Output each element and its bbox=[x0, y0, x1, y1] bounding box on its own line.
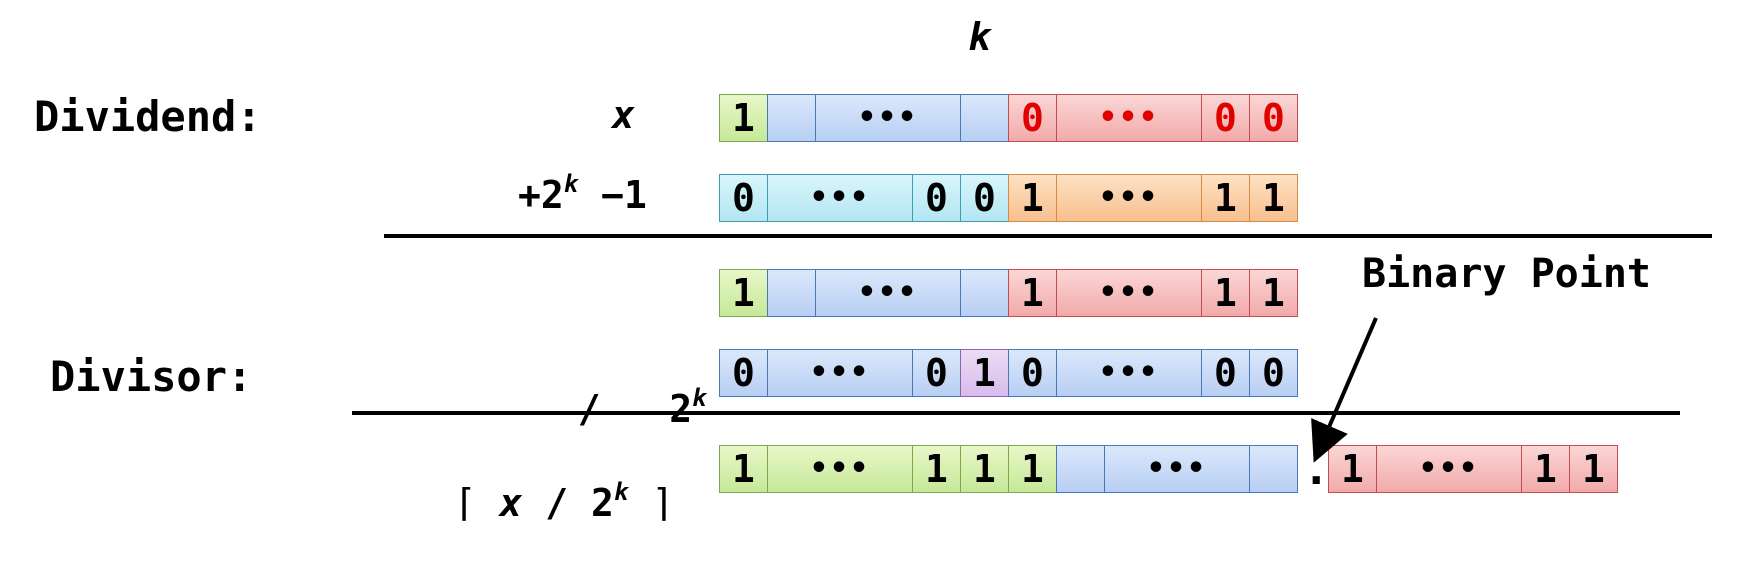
r5-frac-cell: 1 bbox=[1521, 445, 1570, 493]
k-label: k bbox=[968, 15, 991, 59]
r3-cell: ••• bbox=[815, 269, 961, 317]
r5-frac-cell: ••• bbox=[1376, 445, 1522, 493]
plus-2k-minus-1-label: +2k −1 bbox=[518, 172, 647, 217]
r5-cell: ••• bbox=[1104, 445, 1250, 493]
binary-point-label: Binary Point bbox=[1362, 251, 1651, 297]
r5-cell bbox=[1056, 445, 1105, 493]
r3-cell bbox=[960, 269, 1009, 317]
ceil-mid: / 2 bbox=[522, 481, 614, 525]
r2-cell: ••• bbox=[1056, 174, 1202, 222]
r3-cell bbox=[767, 269, 816, 317]
r4-cell: ••• bbox=[1056, 349, 1202, 397]
minus-1-text: −1 bbox=[578, 173, 647, 217]
plus-2-text: +2 bbox=[518, 173, 564, 217]
ceil-x: x bbox=[499, 481, 523, 525]
r3-cell: ••• bbox=[1056, 269, 1202, 317]
r4-cell: 1 bbox=[960, 349, 1009, 397]
r2-cell: 1 bbox=[1201, 174, 1250, 222]
r1-cell: ••• bbox=[815, 94, 961, 142]
ceil-close: ⌉ bbox=[628, 481, 675, 525]
r5-cell: 1 bbox=[960, 445, 1009, 493]
r4-cell: 0 bbox=[1008, 349, 1057, 397]
divide-2-text: / 2 bbox=[577, 387, 693, 431]
r4-cell: ••• bbox=[767, 349, 913, 397]
r4-cell: 0 bbox=[912, 349, 961, 397]
r2-cell: 1 bbox=[1008, 174, 1057, 222]
r3-cell: 1 bbox=[1008, 269, 1057, 317]
r1-cell: 1 bbox=[719, 94, 768, 142]
r4-cell: 0 bbox=[1249, 349, 1298, 397]
r4-cell: 0 bbox=[1201, 349, 1250, 397]
r5-cell: 1 bbox=[912, 445, 961, 493]
x-label: x bbox=[612, 93, 635, 137]
binary-point-dot: . bbox=[1303, 444, 1330, 495]
division-rule bbox=[352, 411, 1680, 415]
exp-k: k bbox=[692, 384, 707, 412]
r3-cell: 1 bbox=[1249, 269, 1298, 317]
r1-cell: 0 bbox=[1008, 94, 1057, 142]
r1-cell: 0 bbox=[1249, 94, 1298, 142]
r2-cell: ••• bbox=[767, 174, 913, 222]
r5-cell: 1 bbox=[719, 445, 768, 493]
r5-frac-cell: 1 bbox=[1569, 445, 1618, 493]
r5-cell: 1 bbox=[1008, 445, 1057, 493]
r1-cell: ••• bbox=[1056, 94, 1202, 142]
r1-cell: 0 bbox=[1201, 94, 1250, 142]
ceil-open: ⌈ bbox=[453, 481, 500, 525]
r2-cell: 0 bbox=[960, 174, 1009, 222]
r3-cell: 1 bbox=[1201, 269, 1250, 317]
r1-cell bbox=[960, 94, 1009, 142]
arrow-line bbox=[1311, 317, 1378, 463]
r5-cell: ••• bbox=[767, 445, 913, 493]
r2-cell: 1 bbox=[1249, 174, 1298, 222]
r2-cell: 0 bbox=[719, 174, 768, 222]
r2-cell: 0 bbox=[912, 174, 961, 222]
r4-cell: 0 bbox=[719, 349, 768, 397]
r5-frac-cell: 1 bbox=[1328, 445, 1377, 493]
ceil-x-over-2k-label: ⌈ x / 2k ⌉ bbox=[408, 446, 674, 522]
divisor-label: Divisor: bbox=[50, 352, 253, 401]
exp-k: k bbox=[563, 170, 579, 198]
r1-cell bbox=[767, 94, 816, 142]
dividend-label: Dividend: bbox=[34, 92, 262, 141]
exp-k: k bbox=[613, 478, 629, 506]
r3-cell: 1 bbox=[719, 269, 768, 317]
sum-rule bbox=[384, 234, 1712, 238]
r5-cell bbox=[1249, 445, 1298, 493]
divide-2k-label: / 2k bbox=[532, 352, 707, 428]
